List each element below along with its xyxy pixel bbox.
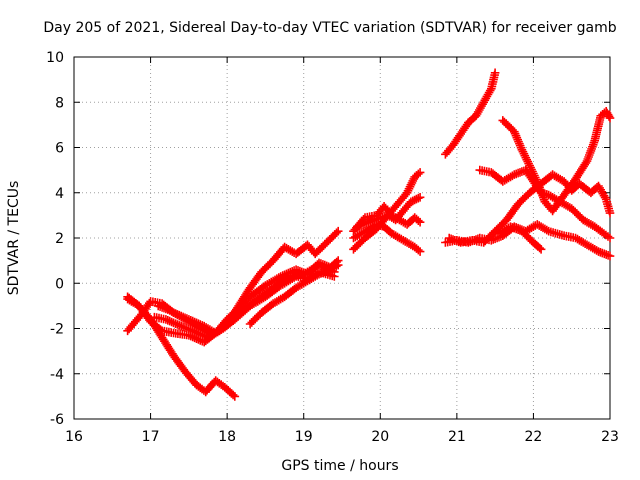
- y-tick-label: -6: [50, 412, 64, 428]
- x-tick-label: 17: [142, 429, 160, 445]
- series-11: [441, 68, 500, 159]
- series-10: [353, 193, 425, 231]
- x-tick-label: 23: [601, 429, 619, 445]
- series-15: [498, 107, 615, 216]
- data-point: [605, 113, 615, 123]
- data-point: [605, 208, 615, 218]
- data-point: [415, 247, 425, 256]
- x-tick-label: 18: [218, 429, 236, 445]
- y-tick-label: -4: [50, 367, 64, 383]
- series-8: [349, 220, 425, 256]
- data-point: [415, 193, 425, 202]
- data-point: [333, 226, 343, 236]
- data-point: [535, 243, 544, 253]
- x-tick-label: 19: [295, 429, 313, 445]
- data-point: [415, 168, 425, 177]
- y-tick-label: -2: [50, 322, 64, 338]
- series-5: [153, 267, 339, 340]
- y-axis-label: SDTVAR / TECUs: [6, 181, 22, 296]
- axis-ticks: 16 17 18 19 20 21 22 23 -6 -4 -2 0 2 4 6 8 10: [46, 50, 619, 445]
- chart-title: Day 205 of 2021, Sidereal Day-to-day VTE…: [43, 20, 616, 36]
- x-tick-label: 16: [65, 429, 83, 445]
- series-13: [444, 170, 615, 247]
- data-point: [490, 68, 500, 78]
- data-point: [415, 217, 425, 227]
- y-tick-label: 10: [46, 50, 64, 66]
- x-tick-label: 21: [448, 429, 466, 445]
- data-point: [333, 260, 343, 270]
- y-tick-label: 0: [55, 276, 64, 292]
- series-6: [245, 260, 343, 329]
- data-point: [536, 245, 546, 254]
- y-tick-label: 2: [55, 231, 64, 247]
- x-tick-label: 22: [525, 429, 543, 445]
- x-axis-label: GPS time / hours: [281, 458, 398, 474]
- y-tick-label: 4: [55, 186, 64, 202]
- data-point: [230, 392, 240, 401]
- data-point: [330, 272, 339, 281]
- data-series: [123, 68, 615, 401]
- y-tick-label: 8: [55, 95, 64, 111]
- y-tick-label: 6: [55, 141, 64, 157]
- x-tick-label: 20: [371, 429, 389, 445]
- data-point: [605, 251, 615, 261]
- data-point: [605, 233, 615, 243]
- series-16: [494, 222, 546, 254]
